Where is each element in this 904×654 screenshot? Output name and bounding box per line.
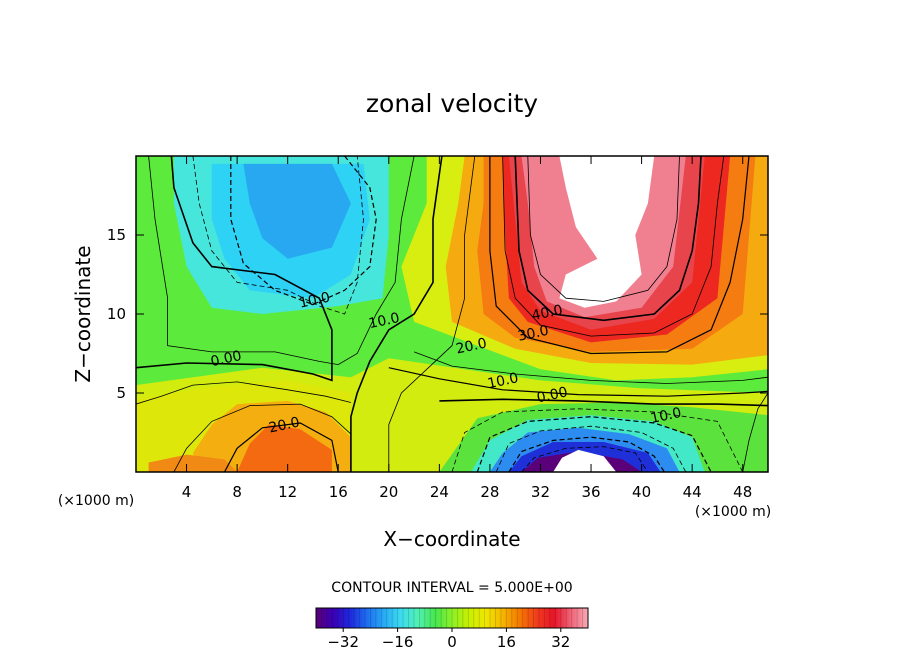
contour-label: 30.0 (516, 323, 550, 345)
y-tick-label: 10 (107, 305, 126, 323)
colorbar-tick-label: −16 (382, 633, 414, 651)
y-axis-unit: (×1000 m) (58, 493, 134, 509)
contour-label: 0.00 (209, 348, 243, 370)
contour-interval-label: CONTOUR INTERVAL = 5.000E+00 (331, 580, 572, 596)
y-axis-label: Z−coordinate (71, 245, 95, 382)
contour-35 (527, 156, 680, 302)
x-tick-label: 36 (581, 483, 600, 501)
x-tick-label: 16 (329, 483, 348, 501)
contour-10-mid (350, 156, 443, 472)
contour-5-left (148, 156, 415, 366)
colorbar: −32 −16 0 16 32 (315, 607, 589, 651)
x-tick-label: 48 (733, 483, 752, 501)
region-orange-bottom (148, 454, 238, 472)
contour-5-lower (413, 351, 768, 384)
contour-10-lower (388, 367, 768, 397)
contour-15-mid (388, 156, 476, 472)
region-bottom-white (553, 449, 617, 472)
region-upper-white (559, 156, 655, 308)
x-tick-label: 24 (430, 483, 449, 501)
colorbar-tick-label: −32 (327, 633, 359, 651)
contour-neg20-lower (508, 436, 665, 472)
y-tick-label: 5 (116, 384, 126, 402)
x-tick-label: 20 (379, 483, 398, 501)
contour-label: 10.0 (367, 310, 401, 332)
contour-25 (502, 156, 725, 337)
y-axis: 5 10 15 (107, 226, 768, 402)
colorbar-tick-label: 32 (551, 633, 570, 651)
colorbar-gradient (316, 608, 588, 628)
contour-zero-lower (439, 398, 768, 407)
contour-label: 0.00 (535, 384, 569, 406)
colorbar-tick-label: 0 (447, 633, 457, 651)
contour-20 (489, 156, 750, 355)
x-axis-label: X−coordinate (383, 527, 520, 551)
x-axis-unit: (×1000 m) (695, 504, 771, 520)
colorbar-stripes (321, 608, 583, 628)
colorbar-ticks: −32 −16 0 16 32 (327, 628, 570, 651)
contour-neg15-lower (495, 425, 687, 472)
contour-label: 20.0 (267, 414, 301, 436)
contour-5-rightedge (742, 392, 768, 472)
x-tick-label: 40 (632, 483, 651, 501)
chart-title: zonal velocity (366, 89, 538, 118)
contour-labels: 10.0 10.0 0.00 20.0 30.040.0 10.0 0.00 10.0 20.0 (209, 290, 683, 437)
x-tick-label: 4 (182, 483, 192, 501)
contour-zero-left (136, 156, 333, 382)
y-tick-label: 15 (107, 226, 126, 244)
x-axis: 4 8 12 16 20 24 28 32 36 40 44 48 (182, 156, 752, 501)
contour-label: 10.0 (649, 405, 683, 427)
contour-label: 20.0 (454, 335, 488, 357)
contour-neg5-left (192, 156, 364, 315)
region-upper-blue (243, 163, 351, 259)
plot-area: 10.0 10.0 0.00 20.0 30.040.0 10.0 0.00 10.0 20.0 (135, 155, 769, 473)
region-red-low-left (237, 424, 332, 472)
contour-neg10-left (230, 156, 377, 306)
x-tick-label: 44 (683, 483, 702, 501)
contour-neg5-lower (451, 408, 744, 472)
contour-label: 10.0 (298, 290, 332, 312)
colorbar-tick-label: 16 (497, 633, 516, 651)
contour-lines (136, 156, 768, 472)
velocity-field (136, 156, 768, 472)
x-tick-label: 32 (531, 483, 550, 501)
contour-5-leftlow (136, 381, 351, 405)
x-tick-label: 28 (480, 483, 499, 501)
contour-20-leftlow (223, 422, 339, 472)
x-tick-label: 8 (232, 483, 242, 501)
x-tick-label: 12 (278, 483, 297, 501)
contour-30 (514, 156, 702, 322)
contour-label: 10.0 (486, 370, 520, 392)
contour-label: 40.0 (530, 302, 564, 324)
contour-15-leftlow (173, 403, 352, 472)
